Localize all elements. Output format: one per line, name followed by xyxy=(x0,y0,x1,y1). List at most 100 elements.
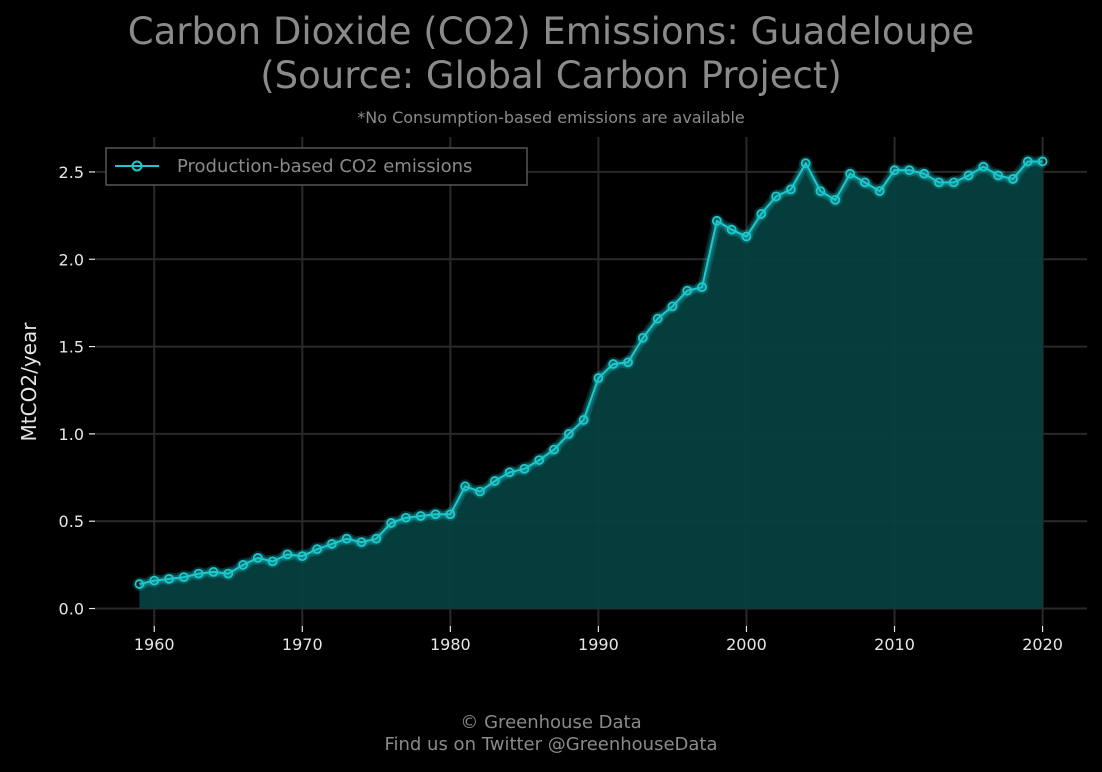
data-point xyxy=(297,551,308,562)
legend-box xyxy=(105,147,528,186)
data-point-glow xyxy=(843,166,858,181)
data-point-glow xyxy=(887,163,902,178)
data-point-glow xyxy=(1035,154,1050,169)
data-point xyxy=(652,313,663,324)
data-point-glow xyxy=(517,461,532,476)
data-point xyxy=(756,208,767,219)
x-tick-label: 2020 xyxy=(1022,635,1063,654)
data-point xyxy=(312,544,322,555)
data-point xyxy=(208,566,219,577)
data-point xyxy=(785,184,796,195)
y-tick-labels: 0.0 0.5 1.0 1.5 2.0 2.5 xyxy=(59,163,84,619)
data-point xyxy=(593,373,604,383)
footer-copyright: © Greenhouse Data xyxy=(460,712,642,733)
data-point xyxy=(401,512,411,523)
data-point-glow xyxy=(650,311,665,326)
data-point-glow xyxy=(487,474,502,489)
data-point xyxy=(252,552,263,563)
data-point-glow xyxy=(946,175,961,190)
data-point-glow xyxy=(339,531,354,546)
x-tick-label: 1990 xyxy=(578,635,619,654)
legend: Production-based CO2 emissions xyxy=(105,147,528,186)
data-point-glow xyxy=(413,508,428,523)
data-point-glow xyxy=(724,222,739,237)
y-tick-label: 0.0 xyxy=(59,600,84,619)
data-point-glow xyxy=(1020,154,1035,169)
data-point xyxy=(608,359,619,369)
data-point-glow xyxy=(576,412,591,427)
data-point-glow xyxy=(398,510,413,525)
x-tick-label: 2010 xyxy=(874,635,915,654)
data-point-glow xyxy=(132,577,147,592)
data-point-glow xyxy=(769,189,784,204)
data-point xyxy=(341,533,352,544)
data-point-glow xyxy=(621,355,636,370)
data-point-glow xyxy=(991,168,1006,183)
data-point-glow xyxy=(236,557,251,572)
data-point xyxy=(934,177,944,188)
data-point xyxy=(845,168,856,179)
data-point-glow xyxy=(813,184,828,199)
data-point xyxy=(623,357,633,368)
data-point xyxy=(860,177,870,188)
data-point xyxy=(386,518,397,528)
data-point-glow xyxy=(635,330,650,345)
data-point-glow xyxy=(931,175,946,190)
data-point-glow xyxy=(428,507,443,522)
data-point xyxy=(504,467,515,478)
y-tick-label: 2.0 xyxy=(59,250,84,269)
data-point-glow xyxy=(458,479,473,494)
y-axis-label: MtCO2/year xyxy=(17,322,41,442)
data-point xyxy=(534,455,545,465)
data-point xyxy=(919,168,930,179)
data-point xyxy=(771,191,781,202)
data-point xyxy=(1037,156,1048,167)
data-point-glow xyxy=(324,536,339,551)
data-point xyxy=(800,158,811,169)
y-tick-label: 2.5 xyxy=(59,163,84,182)
data-point-glow xyxy=(902,163,917,178)
data-point xyxy=(830,194,841,205)
data-point xyxy=(578,415,589,425)
marker-layer xyxy=(132,154,1050,592)
data-point xyxy=(697,282,707,293)
data-point-glow xyxy=(783,182,798,197)
data-point-glow xyxy=(295,549,310,564)
data-point-glow xyxy=(265,554,280,569)
data-point xyxy=(711,215,722,226)
legend-marker-swatch xyxy=(131,160,143,172)
data-point xyxy=(815,186,826,197)
area-layer xyxy=(139,161,1043,609)
data-point xyxy=(904,165,915,176)
data-point-glow xyxy=(976,159,991,174)
data-point-glow xyxy=(546,442,561,457)
data-point xyxy=(460,481,471,492)
data-point-glow xyxy=(917,166,932,181)
data-point-glow xyxy=(606,357,621,372)
data-point-glow xyxy=(280,547,295,562)
data-point-glow xyxy=(384,515,399,530)
data-point xyxy=(475,486,485,497)
data-point xyxy=(549,444,559,455)
data-point-glow xyxy=(354,535,369,550)
y-tick-label: 1.5 xyxy=(59,338,84,357)
data-point-glow xyxy=(310,542,325,557)
y-tick-label: 0.5 xyxy=(59,512,84,531)
data-point-glow xyxy=(561,426,576,441)
data-point xyxy=(1008,174,1018,184)
data-point xyxy=(326,539,337,549)
data-point-glow xyxy=(591,371,606,386)
data-point xyxy=(415,511,426,521)
data-point xyxy=(1022,156,1033,167)
data-point-glow xyxy=(221,566,236,581)
series-area-fill xyxy=(139,161,1043,609)
data-point xyxy=(356,537,367,548)
data-point-glow xyxy=(754,206,769,221)
data-point-glow xyxy=(739,229,754,244)
data-point xyxy=(223,568,234,579)
data-point xyxy=(667,301,678,312)
x-tick-label: 2000 xyxy=(726,635,767,654)
data-point-glow xyxy=(147,573,162,588)
data-point xyxy=(637,332,648,343)
